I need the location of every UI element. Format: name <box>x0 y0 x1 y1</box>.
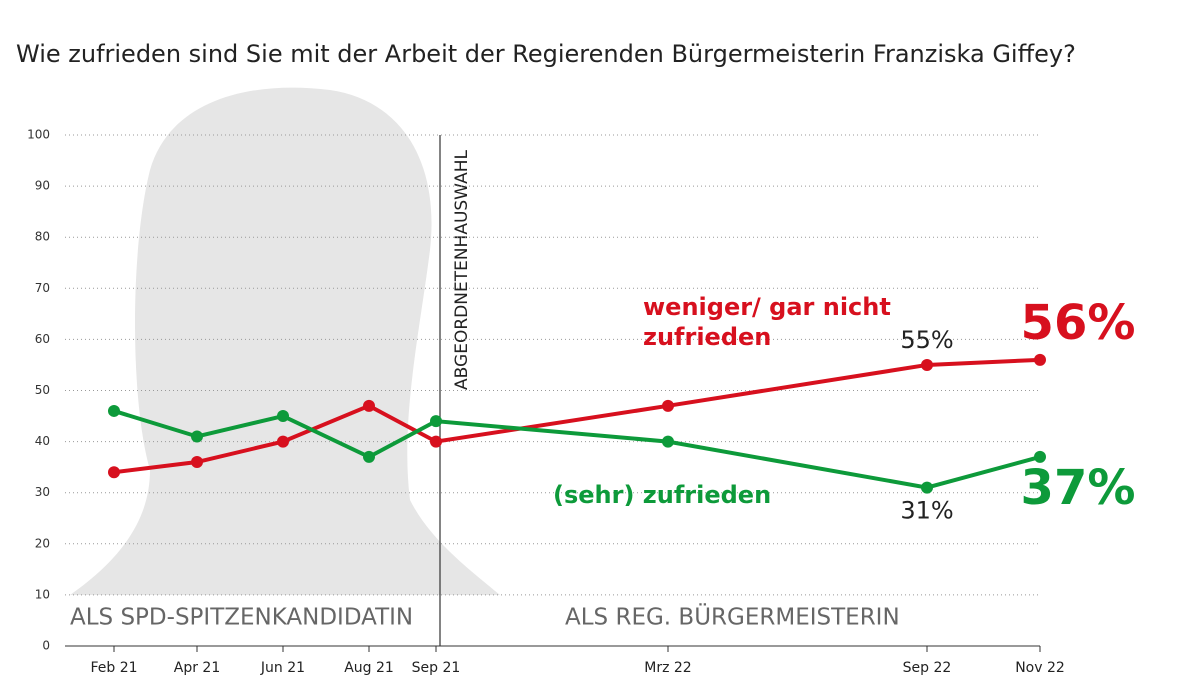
point <box>1034 353 1046 366</box>
y-tick-label: 50 <box>35 383 50 397</box>
point <box>108 404 120 417</box>
value-label: 37% <box>1021 460 1136 516</box>
point <box>277 410 289 423</box>
x-tick-label: Nov 22 <box>1015 660 1065 675</box>
value-label: 55% <box>900 326 953 354</box>
point <box>363 450 375 463</box>
y-tick-label: 10 <box>35 587 50 601</box>
point <box>662 399 674 412</box>
legend-label: weniger/ gar nicht zufrieden <box>643 293 891 351</box>
point <box>277 435 289 448</box>
point <box>363 399 375 412</box>
y-tick-label: 0 <box>42 639 50 653</box>
point <box>191 456 203 469</box>
point <box>921 358 933 371</box>
point <box>191 430 203 443</box>
x-tick-label: Mrz 22 <box>644 660 691 675</box>
x-tick-label: Sep 22 <box>903 660 952 675</box>
line <box>113 357 1041 475</box>
y-tick-label: 40 <box>35 434 50 448</box>
point <box>662 435 674 448</box>
y-tick-label: 60 <box>35 332 50 346</box>
point <box>430 435 442 448</box>
portrait-placeholder <box>70 87 500 595</box>
annotation: ALS REG. BÜRGERMEISTERIN <box>565 603 900 631</box>
y-tick-label: 100 <box>27 128 50 142</box>
legend-label: (sehr) zufrieden <box>553 481 772 509</box>
point <box>921 481 933 494</box>
chart-title: Wie zufrieden sind Sie mit der Arbeit de… <box>16 40 1076 68</box>
x-tick-label: Sep 21 <box>412 660 461 675</box>
point <box>430 415 442 428</box>
x-tick-label: Apr 21 <box>174 660 220 675</box>
annotation: ALS SPD-SPITZENKANDIDATIN <box>70 605 413 631</box>
value-label: 31% <box>900 497 953 525</box>
x-tick-label: Jun 21 <box>260 660 305 675</box>
y-tick-label: 20 <box>35 536 50 550</box>
line <box>113 409 1041 490</box>
annotation: ABGEORDNETENHAUSWAHL <box>452 150 472 390</box>
x-tick-label: Feb 21 <box>90 660 137 675</box>
point <box>108 466 120 479</box>
y-tick-label: 90 <box>35 179 50 193</box>
y-tick-label: 30 <box>35 485 50 499</box>
y-tick-label: 80 <box>35 230 50 244</box>
value-label: 56% <box>1021 295 1136 351</box>
x-tick-label: Aug 21 <box>344 660 394 675</box>
point <box>1034 450 1046 463</box>
y-tick-label: 70 <box>35 281 50 295</box>
